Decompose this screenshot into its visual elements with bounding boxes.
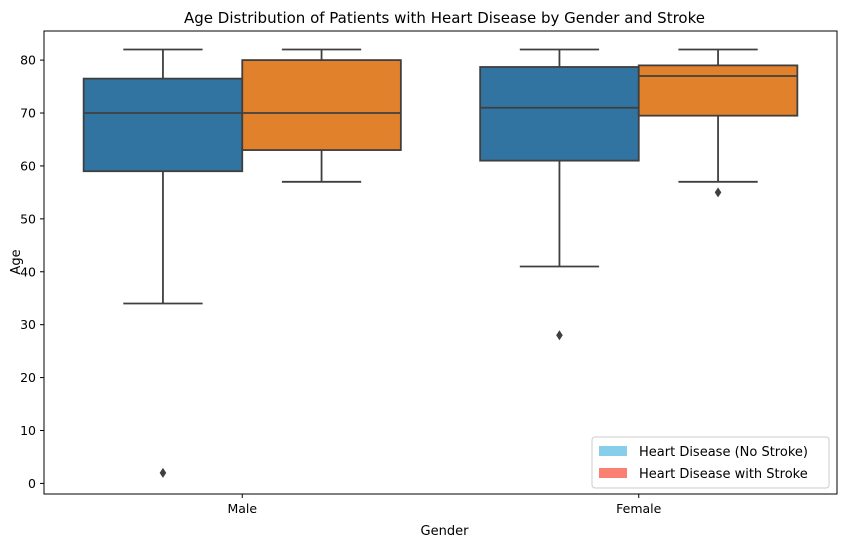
y-tick-label: 20 <box>20 370 36 385</box>
outlier-point <box>556 330 563 341</box>
legend-label-no-stroke: Heart Disease (No Stroke) <box>639 445 808 460</box>
legend-frame <box>591 436 830 489</box>
box-iqr <box>479 66 640 162</box>
box-iqr <box>82 77 244 173</box>
x-tick-label: Male <box>227 501 257 516</box>
x-axis-label: Gender <box>421 524 470 539</box>
y-tick-label: 60 <box>20 158 36 173</box>
box-female-series-0 <box>479 48 640 341</box>
x-tick-label: Female <box>616 501 662 516</box>
plot-area: 0 10 20 30 40 50 60 70 80 Male Female <box>20 30 838 516</box>
y-tick-label: 50 <box>20 211 36 226</box>
legend-swatch-with-stroke <box>599 468 627 478</box>
y-tick-label: 30 <box>20 317 36 332</box>
y-tick-label: 80 <box>20 53 36 68</box>
y-axis-ticks: 0 10 20 30 40 50 60 70 80 <box>20 53 44 491</box>
legend-label-with-stroke: Heart Disease with Stroke <box>639 467 808 482</box>
box-female-series-1 <box>637 48 799 198</box>
boxes <box>82 48 799 478</box>
plot-frame <box>43 30 838 495</box>
y-axis-label: Age <box>9 249 24 274</box>
legend: Heart Disease (No Stroke) Heart Disease … <box>591 436 830 489</box>
box-male-series-0 <box>82 48 244 478</box>
y-tick-label: 10 <box>20 423 36 438</box>
legend-swatch-no-stroke <box>599 446 627 456</box>
outlier-point <box>159 467 167 478</box>
y-tick-label: 40 <box>20 264 36 279</box>
outlier-point <box>714 187 722 198</box>
box-iqr <box>241 59 402 151</box>
y-tick-label: 0 <box>28 476 36 491</box>
box-male-series-1 <box>241 48 402 183</box>
box-iqr <box>637 64 799 117</box>
chart-title: Age Distribution of Patients with Heart … <box>184 9 705 27</box>
y-tick-label: 70 <box>20 106 36 121</box>
x-axis-ticks: Male Female <box>227 494 662 516</box>
